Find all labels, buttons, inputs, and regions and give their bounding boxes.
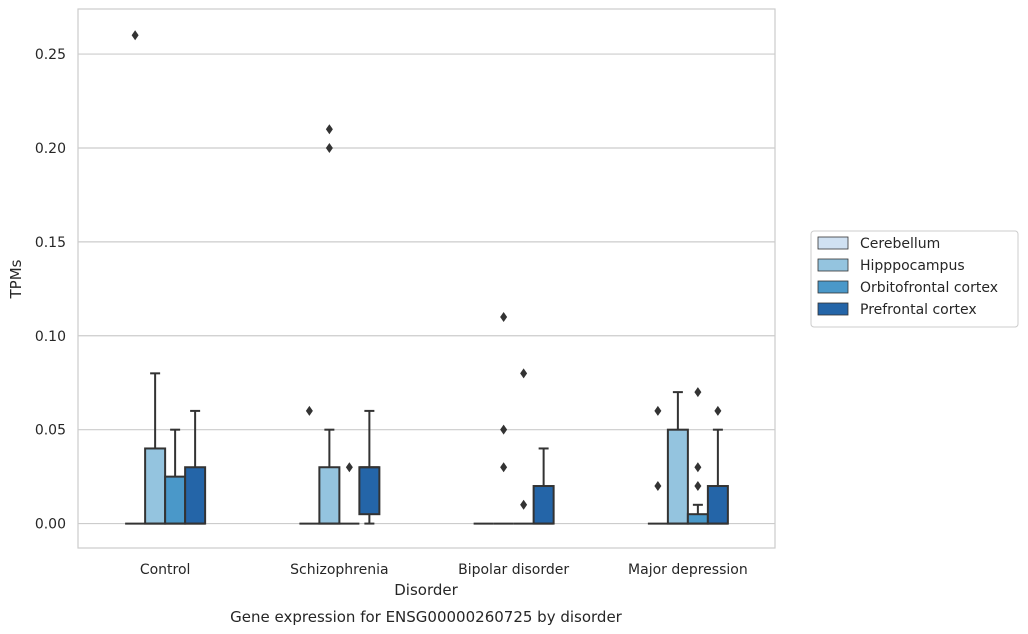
outlier-point: [694, 462, 702, 473]
outlier-point: [131, 30, 139, 41]
outlier-point: [694, 387, 702, 398]
box-1-2: [493, 312, 514, 525]
box-3-2: [532, 447, 555, 525]
box-body: [318, 466, 341, 525]
box-body: [164, 475, 187, 525]
legend-frame: [810, 230, 1019, 328]
y-tick-label: 0.25: [35, 47, 66, 63]
x-axis-title: Disorder: [394, 581, 458, 599]
y-tick-label: 0.10: [35, 329, 66, 345]
outlier-point: [325, 142, 333, 153]
box-body: [686, 513, 709, 525]
box-3-1: [358, 409, 381, 525]
y-tick-label: 0.20: [35, 141, 66, 157]
box-1-0: [144, 372, 167, 525]
outlier-point: [500, 462, 508, 473]
box-2-0: [164, 428, 187, 525]
box-body: [706, 485, 729, 525]
box-body: [532, 485, 555, 525]
legend-label: Cerebellum: [860, 236, 940, 252]
outlier-point: [325, 124, 333, 135]
outlier-point: [500, 424, 508, 435]
box-series: [125, 30, 729, 525]
box-3-3: [706, 405, 729, 525]
outlier-point: [694, 481, 702, 492]
box-1-1: [318, 124, 341, 525]
y-tick-label: 0.05: [35, 423, 66, 439]
outlier-point: [714, 405, 722, 416]
box-2-3: [686, 387, 709, 525]
chart-title: Gene expression for ENSG00000260725 by d…: [230, 608, 623, 626]
box-2-1: [339, 462, 360, 525]
box-body: [144, 447, 167, 525]
y-tick-label: 0.15: [35, 235, 66, 251]
box-body: [184, 466, 207, 525]
y-axis-title: TPMs: [7, 259, 25, 299]
box-2-2: [513, 368, 534, 525]
outlier-point: [654, 405, 662, 416]
x-tick-label: Control: [140, 562, 191, 578]
x-axis-ticks: Control Schizophrenia Bipolar disorder Majo…: [140, 562, 748, 578]
legend-swatch: [817, 258, 849, 272]
box-3-0: [184, 409, 207, 525]
y-tick-label: 0.00: [35, 517, 66, 533]
legend-label: Hipppocampus: [860, 258, 965, 274]
x-tick-label: Major depression: [628, 562, 748, 578]
box-body: [358, 466, 381, 516]
outlier-point: [520, 499, 528, 510]
legend-swatch: [817, 302, 849, 316]
outlier-point: [654, 481, 662, 492]
legend-label: Orbitofrontal cortex: [860, 280, 998, 296]
box-0-1: [299, 405, 320, 525]
box-body: [666, 428, 689, 525]
legend-label: Prefrontal cortex: [860, 302, 977, 318]
legend-swatch: [817, 236, 849, 250]
box-0-3: [647, 405, 668, 525]
outlier-point: [500, 312, 508, 322]
y-axis-ticks: 0.00 0.05 0.10 0.15 0.20 0.25: [35, 47, 66, 533]
legend-swatch: [817, 280, 849, 294]
outlier-point: [345, 462, 353, 473]
outlier-point: [520, 368, 528, 379]
box-1-3: [666, 391, 689, 525]
legend: Cerebellum Hipppocampus Orbitofrontal cort…: [810, 230, 1019, 328]
outlier-point: [305, 405, 313, 416]
x-tick-label: Schizophrenia: [290, 562, 388, 578]
box-0-0: [125, 30, 146, 525]
x-tick-label: Bipolar disorder: [458, 562, 569, 578]
